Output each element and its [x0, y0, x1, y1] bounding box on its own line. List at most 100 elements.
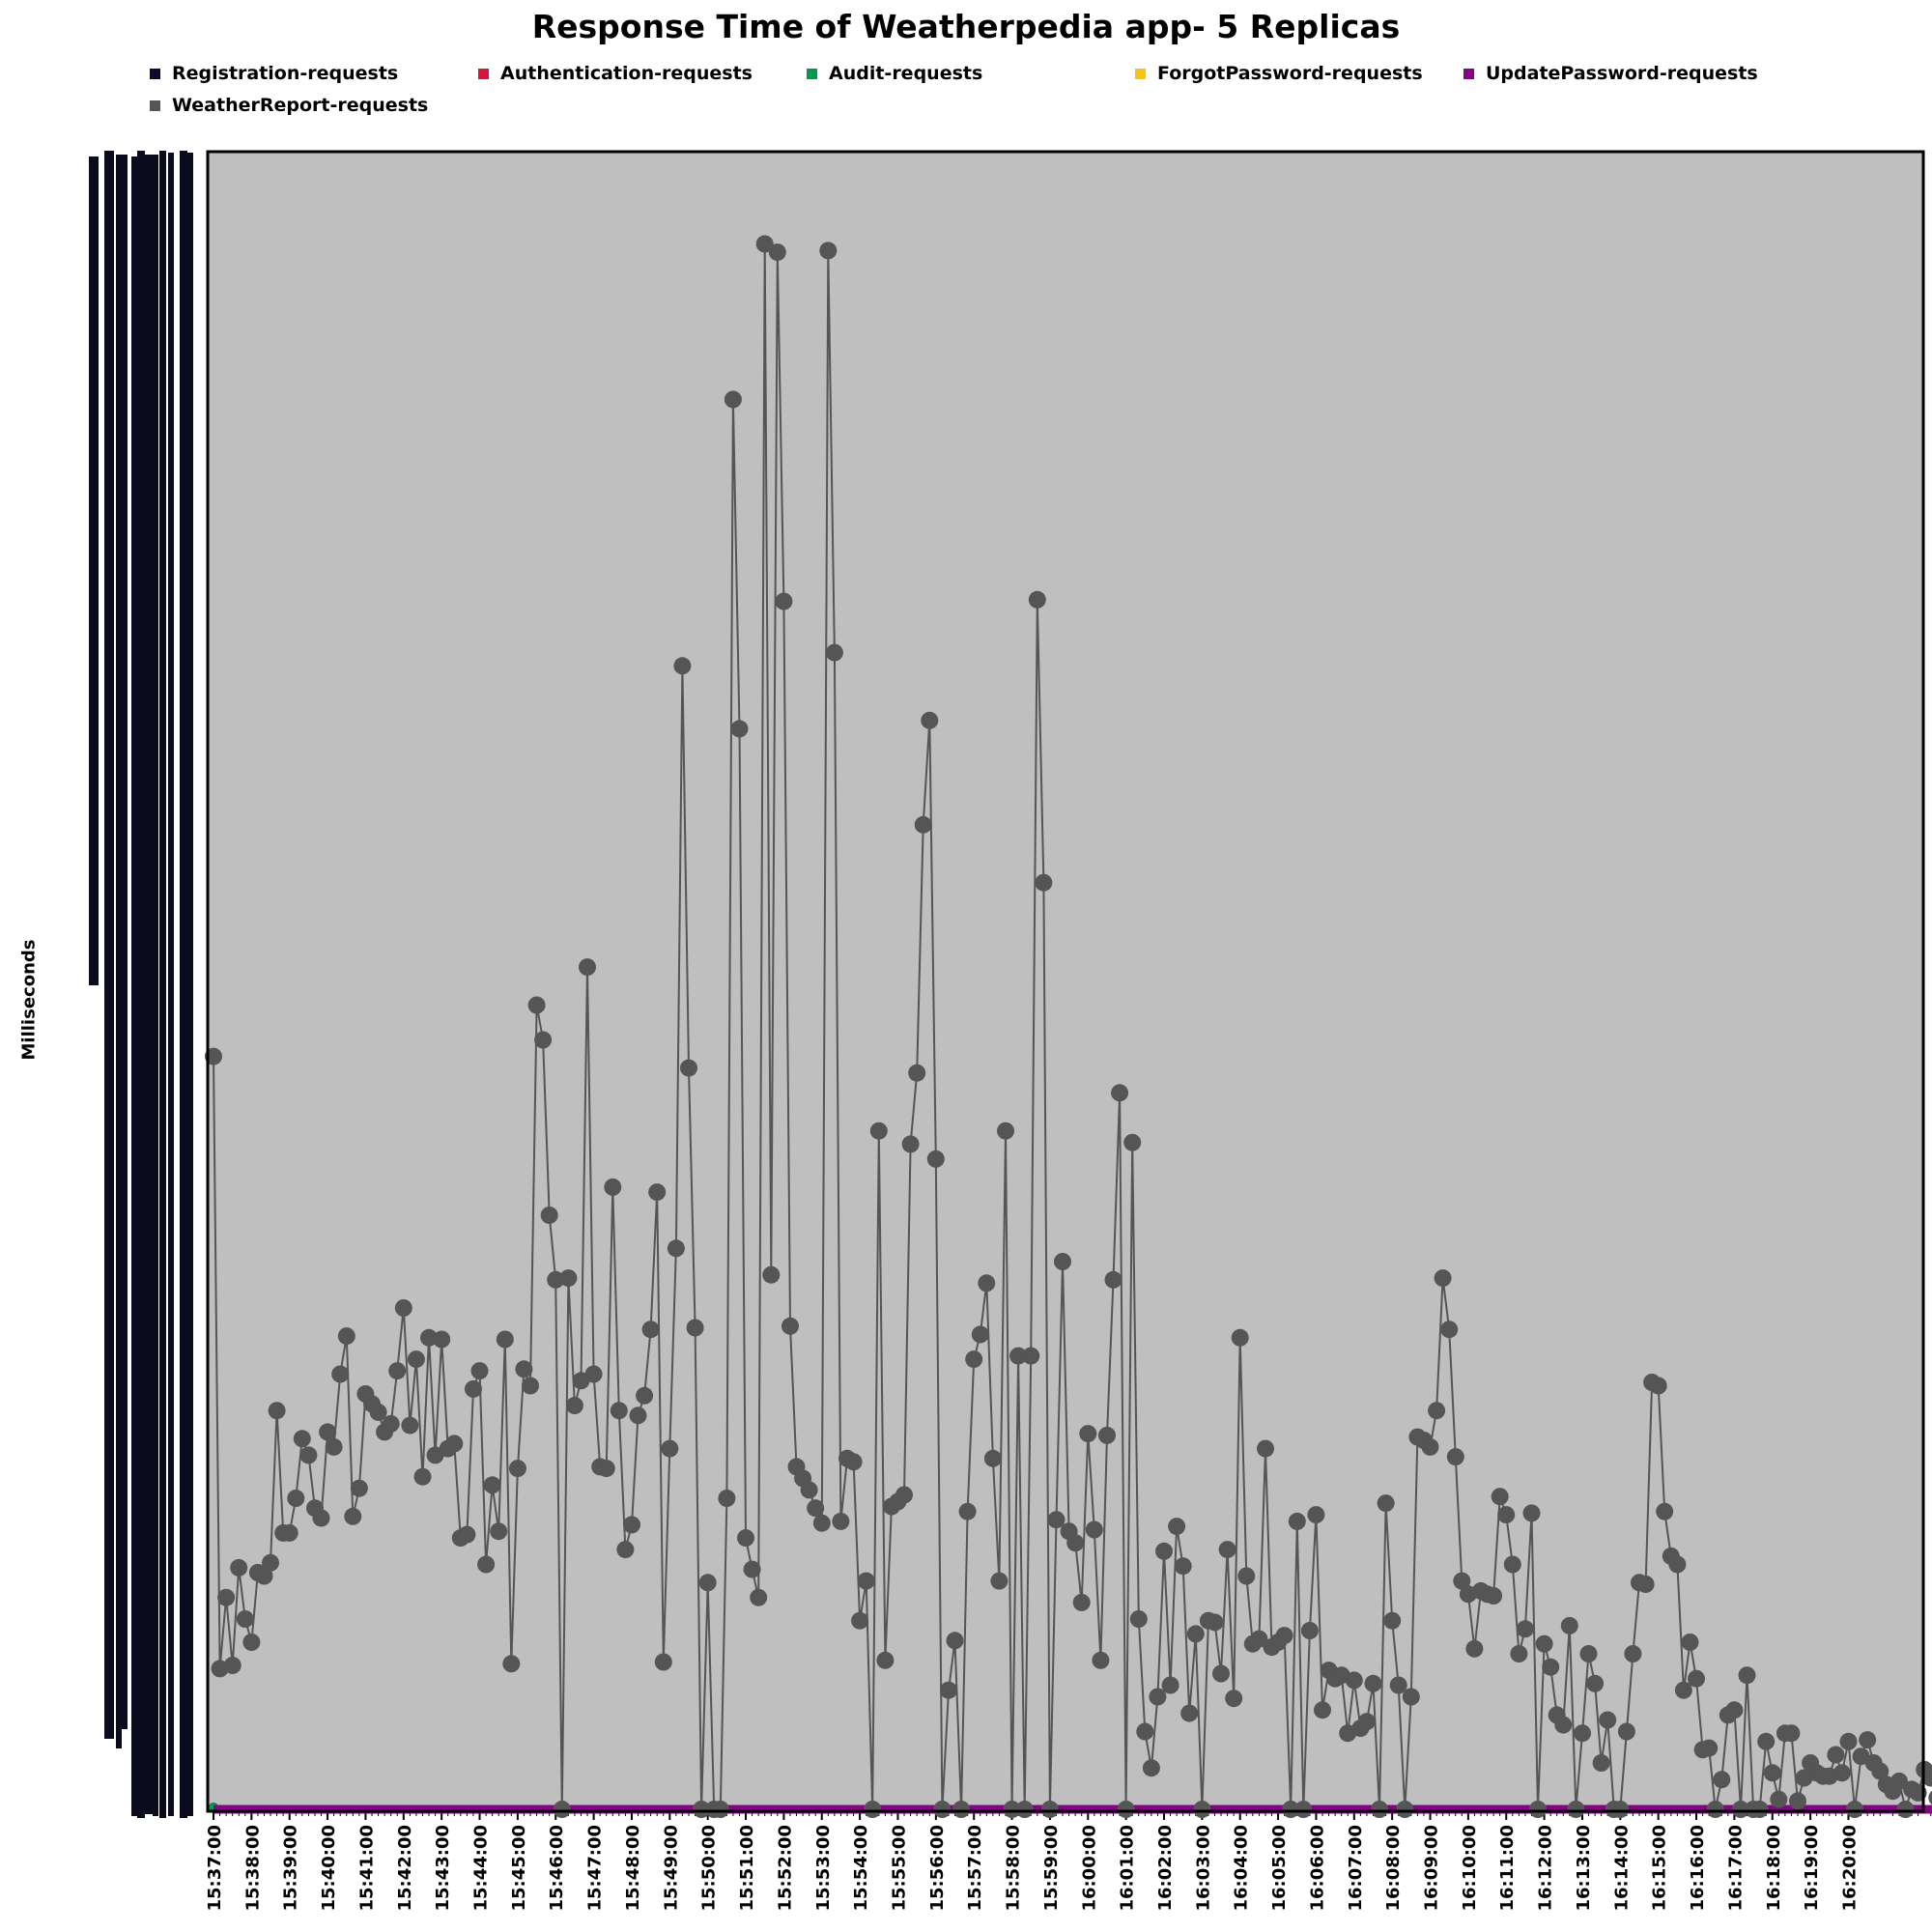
data-point	[1516, 1620, 1534, 1638]
data-point	[1085, 1520, 1103, 1539]
data-point	[750, 1588, 768, 1606]
data-point	[1117, 1801, 1135, 1818]
x-tick-label: 16:05:00	[1269, 1825, 1290, 1912]
data-point	[1560, 1616, 1578, 1634]
data-point	[1636, 1576, 1655, 1593]
data-point	[1833, 1764, 1851, 1782]
legend-item: Audit-requests	[807, 62, 982, 85]
data-point	[236, 1610, 254, 1628]
data-point	[1275, 1627, 1293, 1645]
legend-label: Audit-requests	[829, 63, 983, 84]
data-point	[983, 1449, 1002, 1467]
data-point	[293, 1430, 311, 1448]
data-point	[1428, 1402, 1446, 1420]
legend-label: WeatherReport-requests	[172, 95, 429, 116]
data-point	[1040, 1801, 1059, 1818]
data-point	[1015, 1801, 1034, 1818]
x-tick-label: 16:04:00	[1232, 1825, 1252, 1912]
data-point	[775, 592, 793, 611]
data-point	[1586, 1674, 1605, 1692]
y-tick-labels	[137, 151, 145, 1818]
data-point	[971, 1325, 989, 1344]
data-point	[413, 1467, 432, 1486]
y-tick-labels	[153, 155, 158, 1816]
data-point	[407, 1350, 425, 1369]
data-point	[1396, 1801, 1414, 1818]
data-point	[807, 1499, 825, 1518]
legend-swatch	[150, 68, 160, 79]
data-point	[319, 1423, 337, 1441]
data-point	[1028, 590, 1046, 609]
data-point	[242, 1634, 261, 1651]
x-tick-label: 15:57:00	[965, 1825, 985, 1912]
data-point	[1357, 1713, 1376, 1731]
data-point	[331, 1365, 350, 1383]
data-point	[1231, 1328, 1249, 1347]
data-point	[280, 1523, 298, 1542]
data-point	[1446, 1448, 1464, 1466]
x-tick-label: 15:58:00	[1004, 1825, 1024, 1912]
data-point	[762, 1265, 781, 1284]
data-point	[876, 1651, 895, 1669]
x-tick-label: 16:17:00	[1725, 1825, 1746, 1912]
data-point	[1674, 1681, 1692, 1699]
data-point	[268, 1402, 286, 1420]
data-point	[1611, 1801, 1630, 1818]
data-point	[522, 1377, 539, 1395]
data-point	[1592, 1754, 1610, 1772]
data-point	[844, 1453, 863, 1471]
data-point	[965, 1350, 983, 1369]
data-point	[262, 1553, 279, 1572]
data-point	[1098, 1426, 1116, 1444]
x-tick-label: 16:14:00	[1611, 1825, 1632, 1912]
data-point	[490, 1522, 508, 1541]
data-point	[1827, 1746, 1845, 1764]
data-point	[648, 1183, 667, 1202]
data-point	[1681, 1634, 1699, 1651]
x-tick-label: 15:37:00	[205, 1825, 225, 1912]
legend-swatch	[150, 99, 160, 111]
data-point	[584, 1365, 603, 1383]
data-point	[1149, 1688, 1167, 1706]
data-point	[465, 1379, 482, 1398]
legend-label: ForgotPassword-requests	[1157, 63, 1423, 84]
data-point	[1599, 1711, 1617, 1729]
x-tick-label: 15:59:00	[1041, 1825, 1062, 1912]
data-point	[325, 1437, 343, 1456]
data-point	[1579, 1645, 1598, 1662]
data-point	[1491, 1488, 1509, 1506]
x-tick-label: 16:18:00	[1764, 1825, 1784, 1912]
data-point	[1022, 1347, 1040, 1365]
data-point	[1770, 1790, 1788, 1808]
data-point	[1129, 1610, 1148, 1628]
data-point	[458, 1525, 476, 1544]
data-point	[433, 1330, 451, 1349]
data-point	[1485, 1587, 1503, 1605]
x-tick-label: 15:45:00	[509, 1825, 529, 1912]
data-point	[217, 1588, 236, 1606]
data-point	[1079, 1425, 1097, 1443]
data-point	[1700, 1739, 1719, 1757]
data-point	[1161, 1676, 1179, 1694]
x-tick-label: 15:46:00	[547, 1825, 567, 1912]
data-point	[616, 1541, 635, 1559]
data-point	[1725, 1701, 1744, 1719]
data-point	[724, 390, 742, 409]
data-point	[869, 1122, 888, 1140]
legend-item: WeatherReport-requests	[150, 94, 428, 117]
data-point	[946, 1632, 964, 1650]
x-tick-label: 16:15:00	[1650, 1825, 1670, 1912]
data-point	[1738, 1666, 1756, 1685]
data-point	[636, 1386, 654, 1405]
data-point	[1371, 1801, 1388, 1818]
data-point	[978, 1274, 996, 1293]
data-point	[1345, 1671, 1363, 1690]
data-point	[1218, 1541, 1236, 1559]
legend-label: Authentication-requests	[500, 63, 753, 84]
data-point	[1750, 1801, 1769, 1818]
data-point	[1072, 1593, 1091, 1611]
data-point	[1377, 1494, 1395, 1513]
x-tick-label: 15:41:00	[356, 1825, 377, 1912]
data-point	[1706, 1801, 1724, 1818]
data-point	[933, 1801, 952, 1818]
